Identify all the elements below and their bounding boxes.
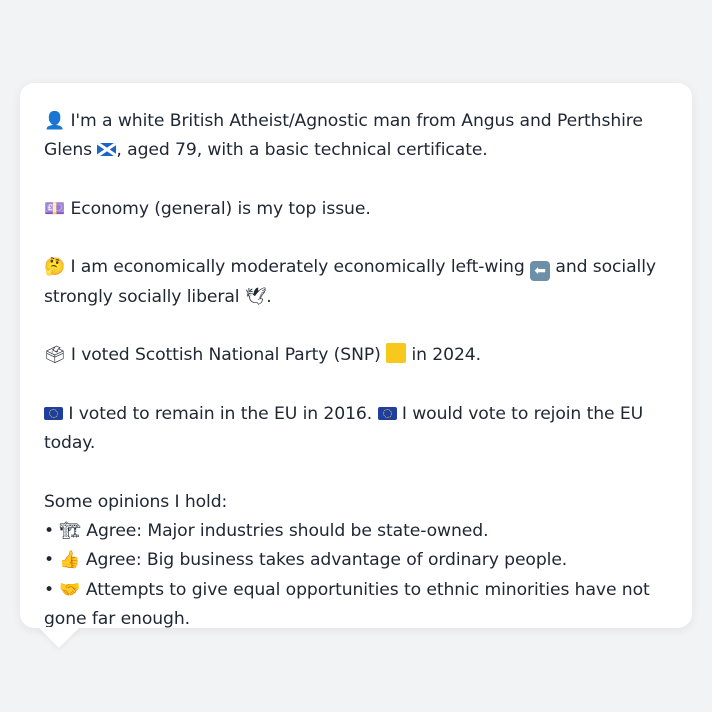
intro-line: 👤 I'm a white British Atheist/Agnostic m… xyxy=(44,107,672,166)
party-color-square-icon xyxy=(386,343,407,364)
money-icon: 💷 xyxy=(44,198,66,219)
thumbs-up-icon: 👍 xyxy=(59,550,81,571)
dove-icon: 🕊 xyxy=(244,286,267,307)
opinion-item: • 👍 Agree: Big business takes advantage … xyxy=(44,546,672,575)
eu-line: I voted to remain in the EU in 2016. I w… xyxy=(44,403,644,454)
opinion-item: • 🤝 Attempts to give equal opportunities… xyxy=(44,576,672,635)
opinion-item: • 🏗 Agree: Major industries should be st… xyxy=(44,517,672,546)
left-arrow-icon: ⬅ xyxy=(530,261,551,282)
scotland-flag-icon xyxy=(97,143,117,157)
construction-crane-icon: 🏗 xyxy=(59,521,81,542)
thinking-face-icon: 🤔 xyxy=(44,257,66,278)
handshake-icon: 🤝 xyxy=(59,579,81,600)
eu-flag-icon xyxy=(377,406,397,420)
person-silhouette-icon: 👤 xyxy=(44,111,66,131)
eu-flag-icon xyxy=(44,406,63,420)
ballot-box-icon: 🗳 xyxy=(44,345,66,366)
bubble-tail xyxy=(38,627,80,648)
top-issue-line: 💷 Economy (general) is my top issue. xyxy=(44,195,672,224)
opinions-header: Some opinions I hold: xyxy=(44,491,228,512)
ideology-line: 🤔 I am economically moderately economica… xyxy=(44,253,672,312)
vote-2024-line: 🗳 I voted Scottish National Party (SNP) … xyxy=(44,341,672,370)
message-bubble: 👤 I'm a white British Atheist/Agnostic m… xyxy=(20,83,692,629)
